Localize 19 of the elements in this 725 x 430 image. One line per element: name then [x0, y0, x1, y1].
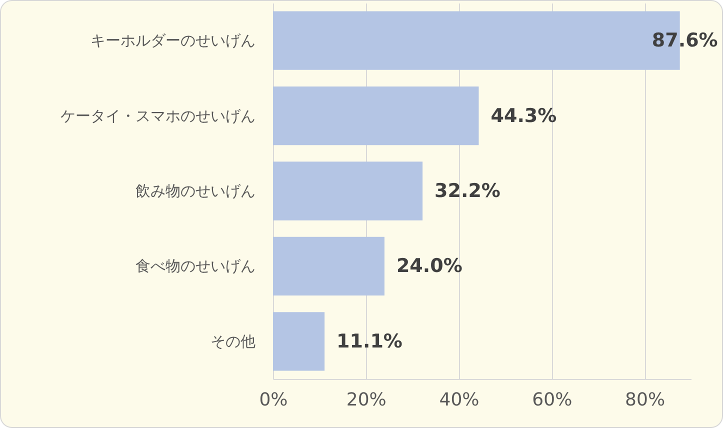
x-tick-label: 60% — [532, 390, 572, 410]
bar — [273, 162, 423, 220]
bar — [273, 312, 325, 371]
y-tick-label: その他 — [210, 332, 256, 350]
x-tick-label: 20% — [346, 390, 386, 410]
x-tick-label: 40% — [439, 390, 480, 410]
data-label: 87.6% — [652, 30, 718, 52]
data-label: 24.0% — [396, 255, 462, 278]
y-tick-label: 食べ物のせいげん — [136, 257, 256, 276]
y-tick-label: キーホルダーのせいげん — [90, 32, 256, 50]
x-tick-label: 80% — [625, 390, 666, 410]
data-label: 32.2% — [434, 180, 500, 202]
x-tick-label: 0% — [259, 390, 288, 410]
data-label: 44.3% — [490, 104, 557, 127]
y-tick-label: 飲み物のせいげん — [136, 182, 256, 200]
bar — [273, 236, 384, 296]
y-tick-label: ケータイ・スマホのせいげん — [60, 106, 256, 125]
data-label: 11.1% — [336, 330, 402, 352]
bar — [273, 86, 479, 146]
